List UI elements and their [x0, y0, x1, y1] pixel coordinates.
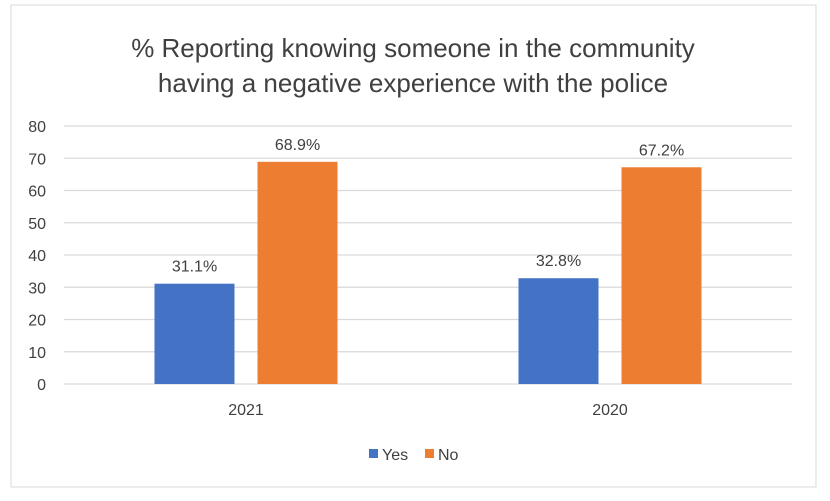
legend-label-yes: Yes [382, 447, 408, 464]
data-label: 68.9% [275, 137, 320, 154]
chart-title-line-1: % Reporting knowing someone in the commu… [131, 33, 695, 63]
y-tick-label: 70 [28, 151, 46, 168]
legend-label-no: No [438, 447, 459, 464]
legend-swatch-no [425, 449, 434, 458]
data-label: 32.8% [536, 253, 581, 270]
y-tick-label: 30 [28, 280, 46, 297]
y-tick-label: 50 [28, 216, 46, 233]
y-tick-label: 10 [28, 345, 46, 362]
y-tick-label: 40 [28, 248, 46, 265]
bar-yes-2020 [518, 278, 599, 384]
y-tick-label: 60 [28, 184, 46, 201]
bar-no-2021 [257, 161, 338, 384]
bar-yes-2021 [154, 283, 235, 384]
y-tick-label: 80 [28, 119, 46, 136]
y-tick-label: 0 [37, 377, 46, 394]
chart-title-line-2: having a negative experience with the po… [158, 68, 668, 98]
x-tick-label: 2020 [592, 402, 628, 419]
bar-no-2020 [621, 167, 702, 384]
data-label: 67.2% [639, 142, 684, 159]
data-label: 31.1% [172, 259, 217, 276]
y-tick-label: 20 [28, 313, 46, 330]
legend-swatch-yes [369, 449, 378, 458]
x-tick-label: 2021 [228, 402, 264, 419]
